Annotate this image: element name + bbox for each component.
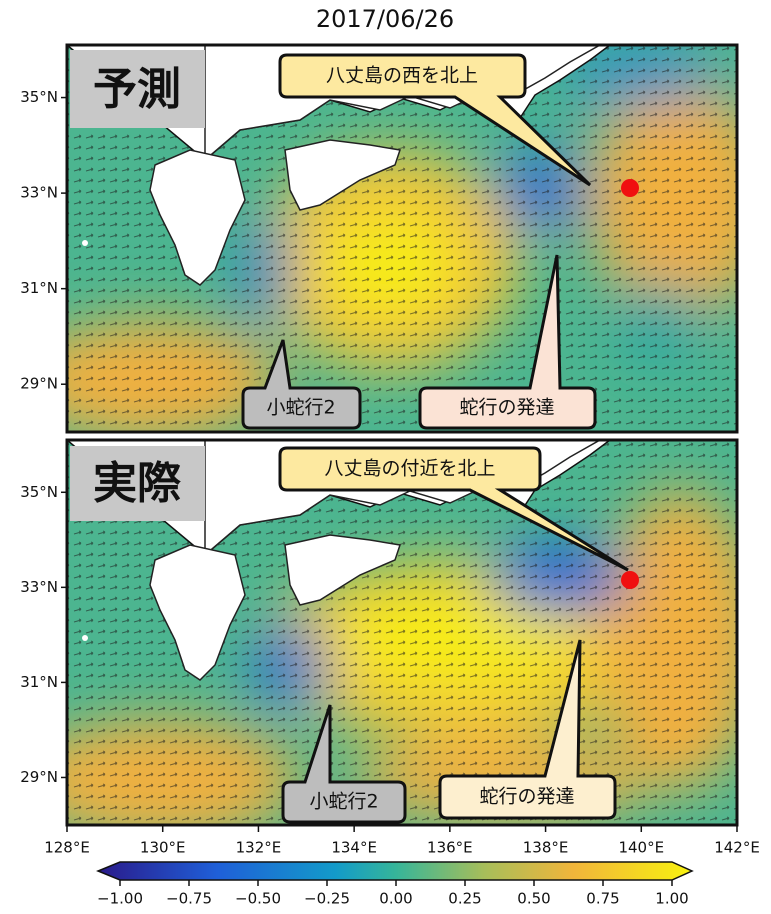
- y-tick-label: 29°N: [20, 375, 58, 393]
- callout: 小蛇行2: [281, 704, 407, 824]
- x-tick-label: 128°E: [44, 839, 90, 857]
- colorbar-tick-label: −0.25: [304, 890, 350, 908]
- hachijojima-marker: [621, 179, 639, 197]
- callout: 小蛇行2: [241, 339, 362, 430]
- x-tick-label: 138°E: [523, 839, 569, 857]
- x-tick-label: 134°E: [331, 839, 377, 857]
- panel-frame: [65, 43, 739, 434]
- colorbar-tick-label: 1.00: [655, 890, 688, 908]
- hachijojima-marker: [621, 571, 639, 589]
- panel-label-box: [70, 50, 205, 128]
- y-tick-label: 33°N: [20, 578, 58, 596]
- callout: 蛇行の発達: [418, 254, 597, 430]
- colorbar-tick-label: 0.00: [379, 890, 412, 908]
- callout: 蛇行の発達: [438, 639, 617, 820]
- panel-label: 予測: [93, 64, 181, 115]
- x-tick-label: 136°E: [427, 839, 473, 857]
- colorbar-tick-label: 0.25: [448, 890, 481, 908]
- panel-label-box: [70, 446, 205, 521]
- y-tick-label: 35°N: [20, 88, 58, 106]
- x-tick-label: 130°E: [140, 839, 186, 857]
- colorbar: [96, 861, 694, 881]
- colorbar-tick-label: −1.00: [97, 890, 143, 908]
- callout-text: 八丈島の付近を北上: [324, 458, 495, 480]
- y-tick-label: 29°N: [20, 768, 58, 786]
- colorbar-tick-label: 0.75: [586, 890, 619, 908]
- title: 2017/06/26: [316, 5, 454, 33]
- callout-text: 蛇行の発達: [479, 786, 574, 808]
- callout: 八丈島の付近を北上: [278, 446, 629, 572]
- y-tick-label: 31°N: [20, 279, 58, 297]
- colorbar-tick-label: −0.75: [166, 890, 212, 908]
- panel-frame: [65, 438, 739, 827]
- callout-text: 小蛇行2: [266, 397, 335, 419]
- x-tick-label: 142°E: [714, 839, 760, 857]
- colorbar-tick-label: −0.50: [235, 890, 281, 908]
- callout-text: 八丈島の西を北上: [326, 65, 478, 87]
- callout-text: 蛇行の発達: [459, 397, 554, 419]
- x-tick-label: 132°E: [236, 839, 282, 857]
- x-tick-label: 140°E: [618, 839, 664, 857]
- y-tick-label: 31°N: [20, 673, 58, 691]
- y-tick-label: 35°N: [20, 483, 58, 501]
- panel-label: 実際: [93, 458, 181, 509]
- y-tick-label: 33°N: [20, 184, 58, 202]
- callout: 八丈島の西を北上: [278, 53, 592, 187]
- callout-text: 小蛇行2: [309, 791, 378, 813]
- colorbar-tick-label: 0.50: [517, 890, 550, 908]
